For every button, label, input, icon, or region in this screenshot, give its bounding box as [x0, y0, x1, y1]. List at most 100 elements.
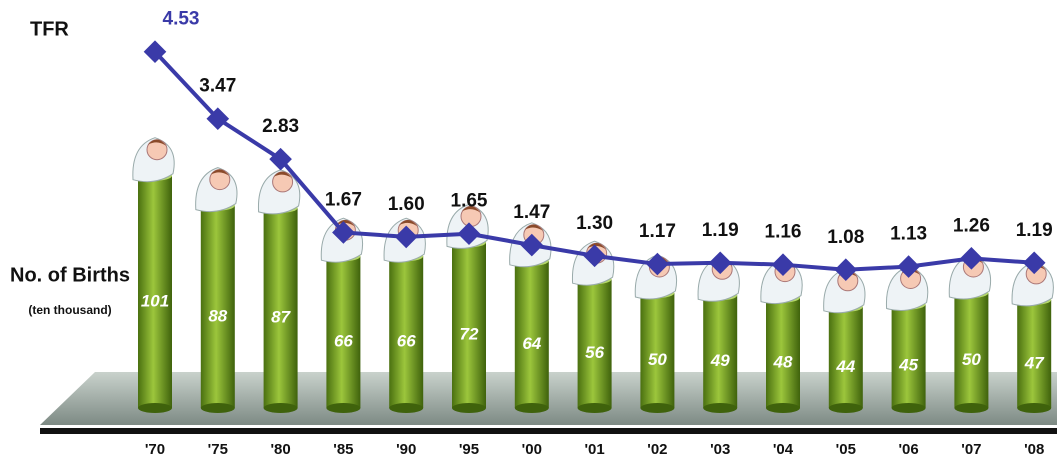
bar [326, 256, 361, 408]
baby-hair [210, 169, 229, 176]
tfr-value-label: 4.53 [163, 9, 200, 30]
cylinder-bottom [200, 403, 235, 413]
cylinder-bottom [138, 403, 172, 413]
bar-value-label: 64 [522, 334, 541, 353]
cylinder-bottom [1017, 403, 1052, 413]
cylinder: 50 [634, 254, 678, 413]
x-tick-label: '05 [836, 441, 856, 458]
tfr-point [897, 255, 920, 278]
bar-value-label: 101 [141, 291, 169, 310]
cylinder: 56 [572, 240, 615, 413]
baby-hair [462, 206, 480, 213]
tfr-value-label: 3.47 [199, 76, 236, 97]
bar-value-label: 48 [773, 352, 793, 371]
x-tick-label: '04 [773, 441, 794, 458]
x-tick-label: '90 [396, 441, 416, 458]
bar [200, 205, 235, 408]
cylinder: 88 [195, 167, 238, 413]
tfr-point [708, 251, 732, 275]
cylinder: 49 [697, 256, 740, 413]
tfr-value-label: 1.65 [451, 191, 488, 212]
bar-value-label: 45 [898, 356, 918, 375]
x-tick-label: '95 [459, 441, 479, 458]
cylinder-bottom [389, 403, 424, 413]
cylinder-bottom [326, 403, 361, 413]
cylinder: 47 [1011, 261, 1054, 413]
tfr-value-label: 1.16 [765, 222, 802, 243]
x-tick-label: '85 [333, 441, 353, 458]
tfr-value-label: 1.17 [639, 221, 676, 242]
tfr-point [834, 258, 858, 282]
baby-hair [273, 171, 292, 178]
cylinder-bottom [828, 403, 863, 413]
bar [766, 297, 800, 408]
bar [389, 256, 424, 408]
cylinder: 72 [446, 203, 489, 413]
bar [1017, 299, 1052, 408]
tfr-point [206, 107, 230, 131]
baseline [40, 428, 1057, 434]
bar-value-label: 88 [208, 306, 227, 325]
cylinder: 45 [886, 265, 929, 413]
tfr-value-label: 1.67 [325, 189, 362, 210]
bar-value-label: 66 [397, 332, 416, 351]
bar [640, 293, 675, 408]
tfr-value-label: 1.13 [890, 224, 927, 245]
bar [703, 295, 738, 408]
cylinder-bottom [640, 403, 675, 413]
baby-hair [524, 224, 543, 231]
bar-value-label: 66 [334, 332, 353, 351]
tfr-value-label: 1.19 [1016, 220, 1053, 241]
bar-value-label: 72 [460, 325, 479, 344]
bar [577, 279, 612, 408]
cylinder: 101 [132, 137, 175, 413]
tfr-value-label: 1.19 [702, 220, 739, 241]
x-tick-label: '70 [145, 441, 165, 458]
tfr-point [1022, 251, 1046, 275]
cylinder-bottom [954, 403, 989, 413]
bar [954, 293, 989, 408]
tfr-value-label: 1.26 [953, 215, 990, 236]
x-tick-label: '75 [208, 441, 228, 458]
x-tick-label: '08 [1024, 441, 1044, 458]
bar [452, 242, 486, 408]
x-tick-label: '06 [898, 441, 918, 458]
tfr-value-label: 1.08 [827, 227, 864, 248]
bar-value-label: 50 [962, 350, 981, 369]
x-tick-label: '80 [270, 441, 290, 458]
cylinder: 44 [823, 268, 866, 413]
baby-hair [148, 139, 166, 146]
bar-unit: (ten thousand) [28, 303, 111, 317]
x-tick-label: '07 [961, 441, 981, 458]
cylinder-bottom [891, 403, 926, 413]
tfr-value-label: 1.60 [388, 194, 425, 215]
bar [828, 306, 863, 408]
bar-value-label: 56 [585, 343, 604, 362]
cylinder: 66 [320, 217, 364, 413]
x-tick-label: '01 [584, 441, 604, 458]
tfr-point [646, 252, 669, 276]
baby-hair [399, 219, 418, 227]
cylinder-bottom [703, 403, 738, 413]
cylinder-bottom [577, 403, 612, 413]
tfr-value-label: 1.47 [513, 202, 550, 223]
bar-value-label: 49 [710, 351, 730, 370]
bar [263, 207, 298, 408]
x-tick-label: '00 [522, 441, 542, 458]
bar-value-label: 44 [835, 357, 855, 376]
cylinder-bottom [766, 403, 800, 413]
cylinder: 64 [509, 222, 552, 413]
cylinder: 87 [258, 169, 301, 413]
x-tick-label: '02 [647, 441, 667, 458]
bar-value-label: 50 [648, 350, 667, 369]
cylinder: 66 [383, 217, 426, 413]
line-legend: TFR [30, 18, 69, 40]
bar [514, 260, 549, 408]
bar-value-label: 87 [271, 307, 291, 326]
bar [138, 175, 172, 408]
x-tick-label: '03 [710, 441, 730, 458]
bar [891, 304, 926, 408]
bar-legend: No. of Births [10, 264, 130, 286]
tfr-value-label: 2.83 [262, 116, 299, 137]
